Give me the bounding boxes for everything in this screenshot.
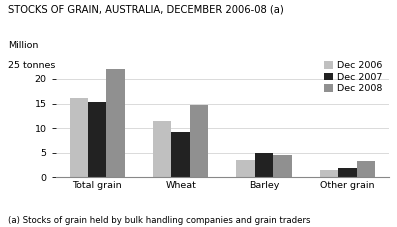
- Text: 25 tonnes: 25 tonnes: [8, 61, 55, 70]
- Bar: [338, 168, 357, 177]
- Bar: [172, 132, 190, 177]
- Bar: [320, 170, 338, 177]
- Bar: [237, 160, 255, 177]
- Bar: [273, 155, 291, 177]
- Bar: [255, 153, 273, 177]
- Text: STOCKS OF GRAIN, AUSTRALIA, DECEMBER 2006-08 (a): STOCKS OF GRAIN, AUSTRALIA, DECEMBER 200…: [8, 5, 284, 15]
- Bar: [357, 161, 375, 177]
- Legend: Dec 2006, Dec 2007, Dec 2008: Dec 2006, Dec 2007, Dec 2008: [322, 59, 384, 95]
- Bar: [190, 106, 208, 177]
- Text: (a) Stocks of grain held by bulk handling companies and grain traders: (a) Stocks of grain held by bulk handlin…: [8, 216, 310, 225]
- Bar: [106, 69, 125, 177]
- Bar: [70, 98, 88, 177]
- Text: Million: Million: [8, 41, 39, 50]
- Bar: [88, 102, 106, 177]
- Bar: [153, 121, 172, 177]
